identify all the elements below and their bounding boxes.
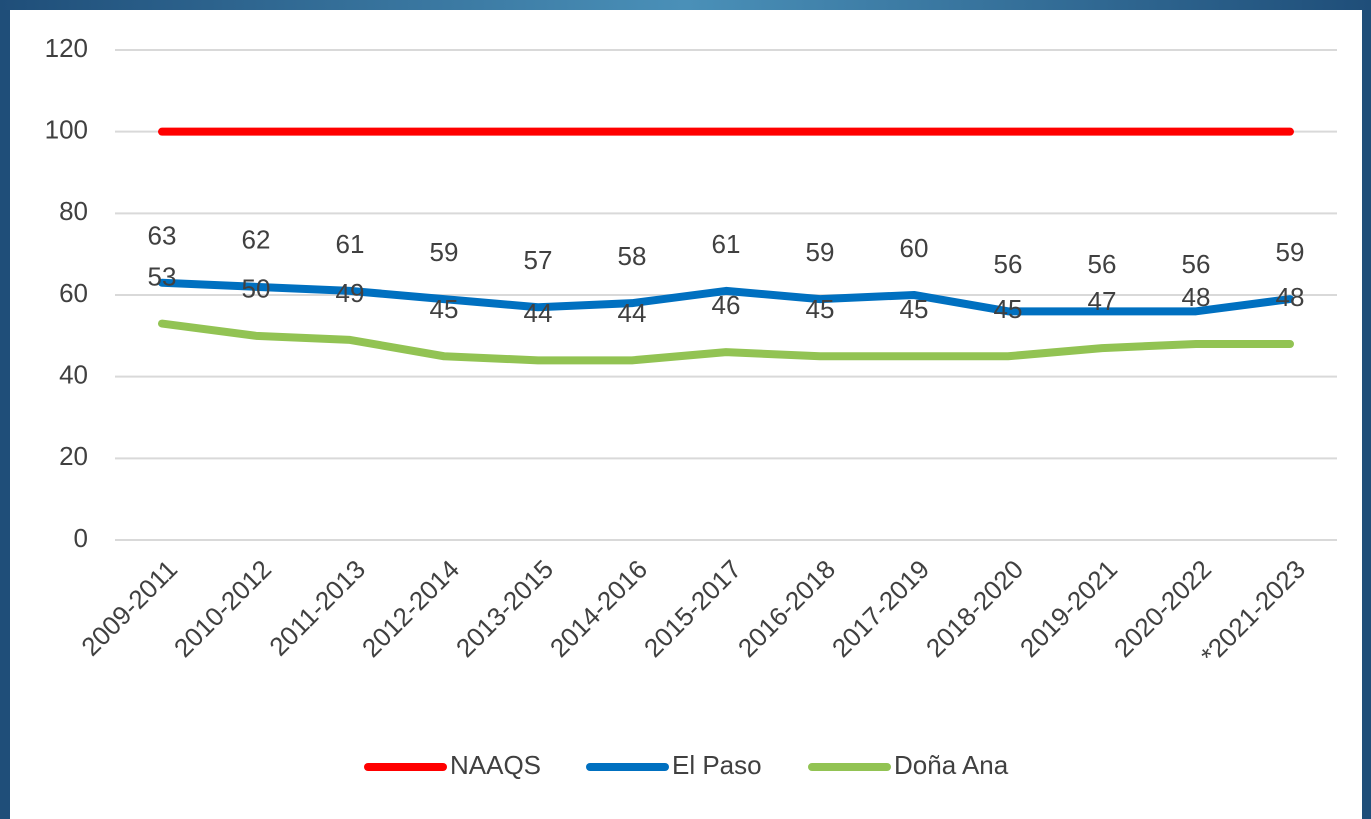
- data-label: 59: [806, 237, 835, 267]
- y-tick-label: 0: [74, 523, 88, 553]
- data-label: 45: [994, 294, 1023, 324]
- data-label: 45: [900, 294, 929, 324]
- data-label: 61: [336, 229, 365, 259]
- y-tick-label: 80: [59, 196, 88, 226]
- data-label: 62: [242, 225, 271, 255]
- data-label: 59: [430, 237, 459, 267]
- data-label: 45: [430, 294, 459, 324]
- data-label: 47: [1088, 286, 1117, 316]
- data-label: 49: [336, 278, 365, 308]
- data-label: 61: [712, 229, 741, 259]
- frame-top: [0, 0, 1371, 10]
- y-tick-label: 100: [45, 115, 88, 145]
- y-tick-label: 120: [45, 33, 88, 63]
- legend-label: Doña Ana: [894, 750, 1009, 780]
- y-tick-label: 60: [59, 278, 88, 308]
- data-label: 59: [1276, 237, 1305, 267]
- data-label: 56: [994, 249, 1023, 279]
- data-label: 58: [618, 241, 647, 271]
- data-label: 56: [1088, 249, 1117, 279]
- data-label: 44: [618, 298, 647, 328]
- data-label: 60: [900, 233, 929, 263]
- data-label: 50: [242, 274, 271, 304]
- series-line: [158, 278, 1294, 316]
- data-label: 44: [524, 298, 553, 328]
- y-tick-label: 20: [59, 441, 88, 471]
- chart-background: [10, 10, 1362, 819]
- data-label: 48: [1182, 282, 1211, 312]
- data-label: 48: [1276, 282, 1305, 312]
- data-label: 53: [148, 261, 177, 291]
- data-label: 45: [806, 294, 835, 324]
- data-label: 63: [148, 221, 177, 251]
- series-line: [158, 319, 1294, 365]
- legend-label: NAAQS: [450, 750, 541, 780]
- legend-label: El Paso: [672, 750, 762, 780]
- data-label: 46: [712, 290, 741, 320]
- data-label: 56: [1182, 249, 1211, 279]
- data-label: 57: [524, 245, 553, 275]
- y-tick-label: 40: [59, 360, 88, 390]
